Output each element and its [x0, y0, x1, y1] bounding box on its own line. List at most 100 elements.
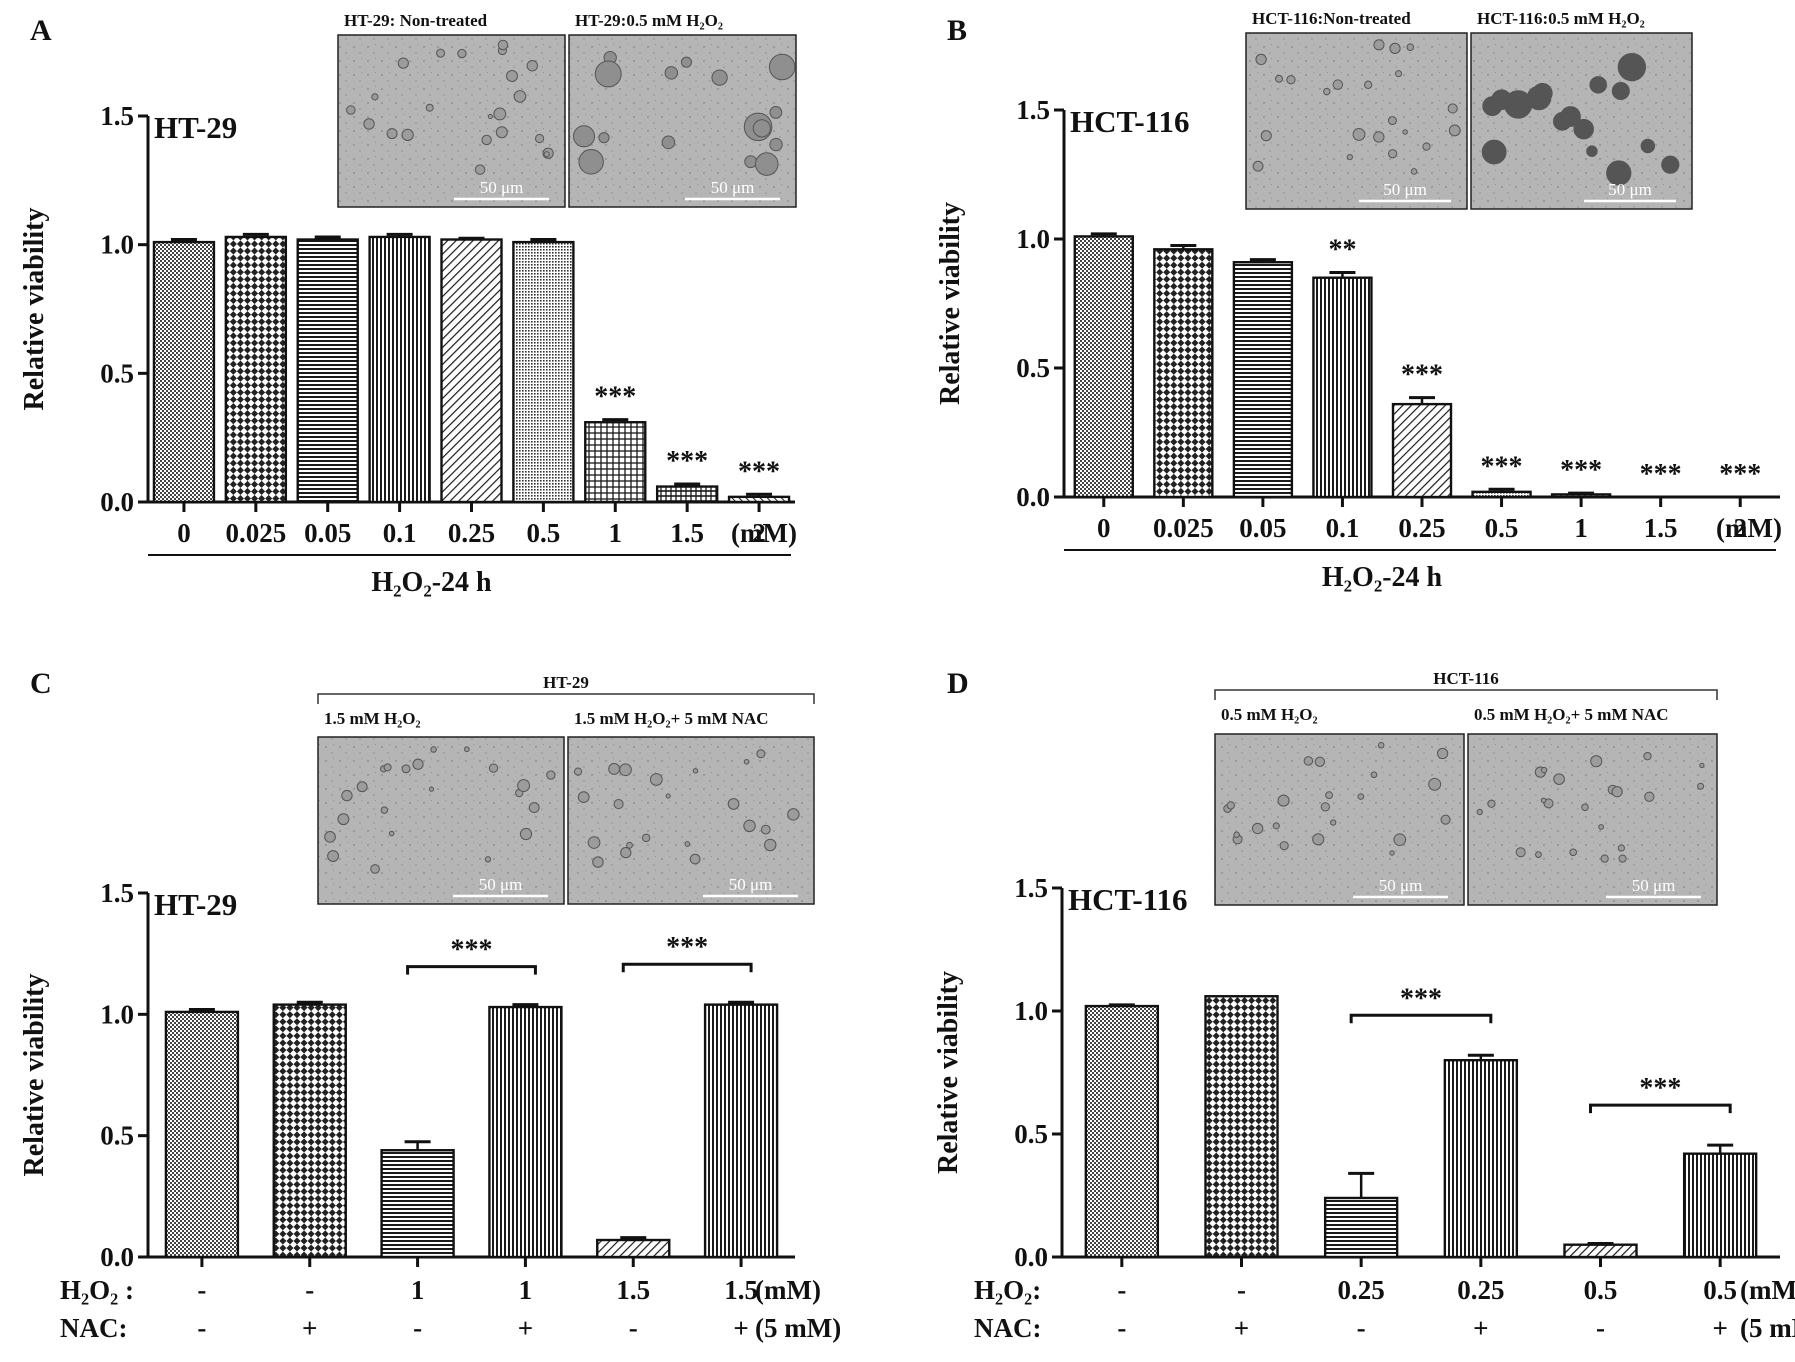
x-axis-label: H₂O₂-24 h: [1322, 562, 1443, 593]
cell-cluster: [534, 133, 545, 144]
cell-cluster: [1428, 777, 1442, 791]
cell-cluster: [665, 793, 671, 799]
micrograph-caption: HCT-116:Non-treated: [1252, 9, 1411, 28]
cell-cluster: [684, 841, 691, 847]
treatment-value: +: [1712, 1313, 1727, 1343]
bar: [1471, 490, 1532, 499]
cell-cluster: [370, 864, 380, 874]
y-tick-label: 1.0: [100, 230, 134, 260]
cell-cluster: [1393, 833, 1407, 847]
significance-label: ***: [1400, 983, 1442, 1014]
cell-cluster: [1618, 854, 1627, 863]
bar: [272, 1003, 347, 1259]
chart-a: A 0.0 0.5 1.0 1.5 Relative viability HT-29 *** *…: [19, 14, 797, 598]
cell-cluster: [711, 69, 728, 86]
cell-cluster: [1373, 131, 1385, 143]
cell-cluster: [1233, 831, 1240, 838]
cell-cluster: [620, 846, 632, 859]
cell-line-title: HCT-116: [1070, 104, 1189, 139]
x-tick-label: 0.25: [448, 518, 495, 548]
cell-cluster: [1332, 79, 1344, 90]
cell-cluster: [1352, 128, 1366, 141]
treatment-value: 0.25: [1457, 1275, 1504, 1305]
cell-cluster: [1535, 851, 1542, 858]
cell-cluster: [1586, 145, 1598, 157]
cell-cluster: [1389, 850, 1395, 856]
cell-cluster: [1617, 52, 1647, 82]
cell-cluster: [754, 152, 779, 176]
x-tick-label: 1.5: [670, 518, 704, 548]
cell-cluster: [1364, 80, 1373, 89]
cell-cluster: [613, 799, 624, 810]
cell-cluster: [752, 119, 771, 138]
cell-cluster: [356, 781, 368, 793]
bar: [224, 235, 288, 504]
micrograph-c: HT-29 1.5 mM H₂O₂ 50 μm 1.5 mM H₂O₂+ 5 mM N…: [317, 673, 815, 905]
cell-cluster: [1699, 762, 1705, 769]
bar: [380, 1149, 455, 1259]
bar: [1153, 248, 1214, 499]
cell-cluster: [1643, 751, 1652, 761]
treatment-row-label: NAC:: [60, 1313, 128, 1343]
y-tick-label: 1.5: [1014, 873, 1048, 903]
cell-cluster: [1279, 841, 1289, 851]
y-tick-label: 0.5: [1016, 353, 1050, 383]
cell-cluster: [324, 831, 336, 843]
cell-cluster: [1252, 160, 1264, 172]
cell-cluster: [401, 128, 414, 142]
bar: [1323, 1196, 1399, 1259]
y-axis-label: Relative viability: [933, 971, 964, 1174]
cell-cluster: [1540, 797, 1547, 804]
cell-cluster: [481, 134, 492, 146]
cell-cluster: [587, 836, 601, 849]
bar: [596, 1238, 671, 1259]
cell-cluster: [577, 791, 590, 803]
bar: [152, 240, 216, 504]
treatment-value: -: [197, 1313, 206, 1343]
cell-cluster: [1226, 801, 1235, 810]
cell-cluster: [692, 768, 699, 774]
treatment-value: +: [733, 1313, 748, 1343]
bar: [1232, 261, 1294, 499]
x-tick-label: 0.025: [1153, 513, 1214, 543]
cell-cluster: [497, 39, 509, 51]
cell-cluster: [1272, 822, 1280, 830]
cell-cluster: [769, 106, 783, 119]
significance-label: ***: [1560, 455, 1602, 486]
cell-cluster: [1251, 822, 1264, 835]
cell-cluster: [689, 853, 701, 865]
panel-letter-b: B: [947, 14, 967, 47]
scale-bar-label: 50 μm: [1383, 180, 1427, 199]
cell-cluster: [1590, 755, 1603, 768]
cell-cluster: [327, 850, 340, 862]
cell-cluster: [1395, 70, 1403, 78]
y-tick-label: 1.5: [100, 101, 134, 131]
treatment-value: -: [1357, 1313, 1366, 1343]
cell-cluster: [756, 749, 766, 759]
bar: [655, 485, 719, 504]
micrograph-caption: 1.5 mM H₂O₂: [324, 709, 421, 728]
panel-letter-a: A: [30, 14, 52, 47]
cell-cluster: [425, 103, 434, 112]
cell-cluster: [1377, 742, 1385, 749]
treatment-value: 1: [411, 1275, 425, 1305]
cell-cluster: [1402, 129, 1408, 135]
cell-line-title: HT-29: [154, 110, 237, 145]
cell-cluster: [519, 827, 533, 841]
cell-cluster: [661, 135, 676, 150]
cell-cluster: [1312, 833, 1325, 846]
micrograph-image: [567, 736, 815, 905]
cell-cluster: [1357, 793, 1365, 800]
cell-cluster: [457, 48, 467, 59]
bar: [584, 421, 647, 504]
cell-cluster: [743, 819, 756, 833]
x-tick-label: 0.05: [1239, 513, 1286, 543]
x-tick-label: 2: [752, 518, 766, 548]
cell-cluster: [488, 763, 499, 773]
treatment-value: -: [197, 1275, 206, 1305]
cell-cluster: [760, 824, 771, 835]
cell-cluster: [1617, 844, 1625, 852]
cell-cluster: [1491, 89, 1512, 111]
cell-cluster: [506, 70, 518, 83]
